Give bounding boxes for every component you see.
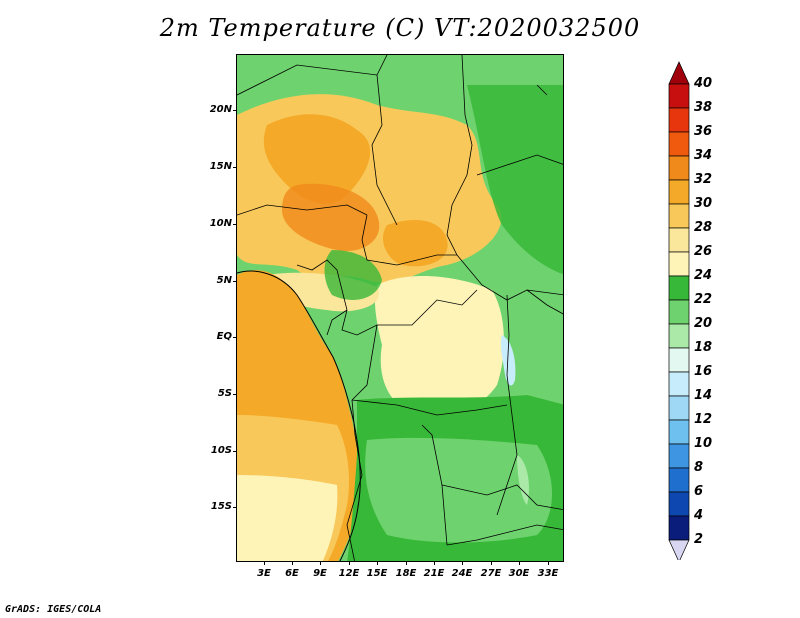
lon-label-24e: 24E — [451, 568, 473, 579]
colorbar-segment — [668, 251, 690, 277]
colorbar-label-6: 6 — [694, 484, 704, 499]
lat-label-eq: EQ — [216, 331, 232, 342]
lon-tick — [548, 562, 549, 565]
lat-tick — [233, 281, 236, 282]
temperature-map — [236, 54, 564, 562]
colorbar-label-30: 30 — [694, 196, 713, 211]
lat-tick — [233, 224, 236, 225]
colorbar-segment — [668, 323, 690, 349]
lat-label-15s: 15S — [210, 501, 232, 512]
colorbar-segment — [668, 515, 690, 541]
colorbar-label-16: 16 — [694, 364, 713, 379]
lon-tick — [491, 562, 492, 565]
hot-zone-center — [282, 183, 380, 251]
colorbar-segment — [668, 179, 690, 205]
colorbar-label-32: 32 — [694, 172, 713, 187]
great-lakes-pale — [500, 335, 516, 386]
lon-tick — [406, 562, 407, 565]
colorbar-label-18: 18 — [694, 340, 713, 355]
lon-tick — [320, 562, 321, 565]
colorbar-segment — [668, 131, 690, 157]
lat-tick — [233, 110, 236, 111]
lat-label-5n: 5N — [216, 275, 232, 286]
colorbar-label-40: 40 — [694, 76, 713, 91]
lon-tick — [349, 562, 350, 565]
colorbar-label-24: 24 — [694, 268, 713, 283]
lon-label-33e: 33E — [537, 568, 559, 579]
lon-tick — [434, 562, 435, 565]
colorbar-segment — [668, 155, 690, 181]
lon-label-21e: 21E — [423, 568, 445, 579]
colorbar-label-14: 14 — [694, 388, 713, 403]
lat-tick — [233, 337, 236, 338]
colorbar-label-26: 26 — [694, 244, 713, 259]
lon-label-30e: 30E — [508, 568, 530, 579]
lon-tick — [519, 562, 520, 565]
lon-label-18e: 18E — [395, 568, 417, 579]
colorbar-segment — [668, 83, 690, 109]
colorbar-label-10: 10 — [694, 436, 713, 451]
colorbar-segments — [668, 61, 690, 560]
ocean-far-south — [237, 475, 338, 561]
colorbar-segment — [668, 227, 690, 253]
colorbar-label-2: 2 — [694, 532, 704, 547]
colorbar-segment — [668, 395, 690, 421]
colorbar-segment — [668, 299, 690, 325]
lat-tick — [233, 451, 236, 452]
lat-label-10n: 10N — [209, 218, 232, 229]
colorbar-segment — [668, 443, 690, 469]
colorbar-segment — [668, 467, 690, 493]
colorbar — [668, 61, 690, 560]
lat-tick — [233, 394, 236, 395]
northeast-green — [467, 85, 563, 275]
lat-tick — [233, 507, 236, 508]
lon-tick — [462, 562, 463, 565]
colorbar-label-12: 12 — [694, 412, 713, 427]
lon-tick — [377, 562, 378, 565]
coastline — [237, 270, 361, 561]
lat-tick — [233, 167, 236, 168]
lon-label-15e: 15E — [366, 568, 388, 579]
colorbar-label-38: 38 — [694, 100, 713, 115]
colorbar-label-22: 22 — [694, 292, 713, 307]
central-green — [324, 250, 382, 300]
lon-label-9e: 9E — [313, 568, 327, 579]
lat-label-5s: 5S — [217, 388, 232, 399]
lon-tick — [292, 562, 293, 565]
colorbar-segment — [668, 347, 690, 373]
lon-label-6e: 6E — [285, 568, 299, 579]
country-borders — [237, 55, 563, 561]
lon-label-27e: 27E — [480, 568, 502, 579]
colorbar-label-20: 20 — [694, 316, 713, 331]
southern-light-green — [365, 437, 552, 543]
colorbar-arrow-bottom — [668, 539, 690, 560]
lat-label-10s: 10S — [210, 445, 232, 456]
colorbar-segment — [668, 107, 690, 133]
lon-tick — [264, 562, 265, 565]
colorbar-segment — [668, 371, 690, 397]
hot-zone-east — [382, 220, 448, 267]
lon-label-3e: 3E — [257, 568, 271, 579]
chart-title: 2m Temperature (C) VT:2020032500 — [159, 14, 641, 42]
colorbar-segment — [668, 491, 690, 517]
lon-label-12e: 12E — [338, 568, 360, 579]
lat-label-15n: 15N — [209, 161, 232, 172]
grads-credit: GrADS: IGES/COLA — [5, 604, 102, 615]
colorbar-label-4: 4 — [694, 508, 704, 523]
hot-zone-north — [263, 114, 371, 204]
colorbar-segment — [668, 275, 690, 301]
colorbar-arrow-top — [668, 61, 690, 85]
central-belt — [374, 275, 504, 415]
colorbar-label-34: 34 — [694, 148, 713, 163]
colorbar-segment — [668, 419, 690, 445]
colorbar-label-36: 36 — [694, 124, 713, 139]
colorbar-segment — [668, 203, 690, 229]
colorbar-label-28: 28 — [694, 220, 713, 235]
colorbar-label-8: 8 — [694, 460, 704, 475]
lat-label-20n: 20N — [209, 104, 232, 115]
highlands-pale — [517, 455, 529, 505]
